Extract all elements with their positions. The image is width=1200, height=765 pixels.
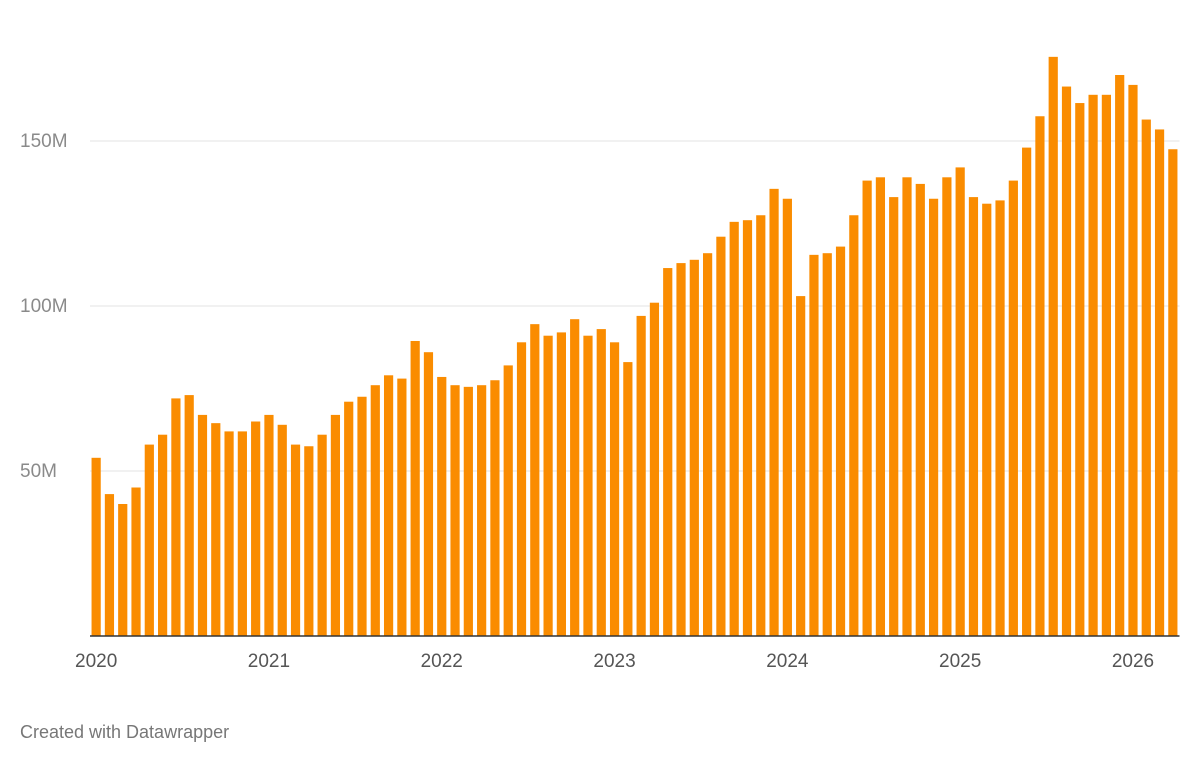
bar [583,335,593,636]
bar [370,385,380,636]
bar [1168,149,1178,636]
bar [756,215,766,636]
bar [982,203,992,636]
bar [410,340,420,636]
y-tick-label: 150M [20,131,68,152]
bar [1141,119,1151,637]
bar [330,414,341,636]
bar [703,253,713,636]
bar [663,268,673,636]
bar [277,424,287,636]
bar [1128,84,1138,636]
bar [796,296,806,636]
x-tick-label: 2024 [766,651,809,672]
bar [211,423,221,636]
bar [437,376,447,636]
bar [290,444,301,636]
bar [636,315,646,636]
bar [889,197,899,636]
bar [822,253,832,636]
bar [875,177,886,637]
bar [237,431,247,636]
bar [463,386,473,636]
x-tick-label: 2023 [593,651,635,672]
bar [928,198,939,636]
bar [689,259,699,636]
x-tick-label: 2026 [1112,651,1154,672]
bar [450,385,460,636]
bar [1154,129,1165,636]
bar [1022,147,1032,636]
bar [556,332,566,636]
x-tick-label: 2025 [939,651,981,672]
bar [782,198,792,636]
bar [477,385,487,636]
bar [184,395,194,636]
bar [104,494,115,636]
bar [596,329,606,636]
bar [742,220,753,636]
x-tick-label: 2020 [75,651,117,672]
bar [131,487,141,636]
y-tick-label: 100M [20,296,68,317]
bar [1115,75,1125,636]
bar [676,263,686,636]
bar [251,421,261,636]
bar [224,431,234,636]
bar [397,378,407,636]
bar [197,414,208,636]
bar [503,365,513,636]
credit: Created with Datawrapper [20,722,229,742]
bar [915,183,925,636]
bar [968,197,979,636]
bar [383,375,394,636]
bar [716,236,726,636]
bar [543,335,553,636]
bar [1061,86,1072,637]
bar [623,362,633,636]
bar [835,246,846,636]
bar [729,221,739,636]
bar [849,215,859,636]
bar [91,457,101,636]
bar [649,302,660,636]
bar [1048,56,1058,637]
bar [1008,180,1018,636]
y-tick-label: 50M [20,461,57,482]
bar [862,180,872,636]
bar [357,396,367,636]
bar [570,319,580,636]
bar [955,167,965,636]
x-tick-label: 2021 [248,651,290,672]
bar [144,444,154,636]
bar [769,188,779,636]
bar [1035,116,1045,636]
bar [264,414,274,636]
bar [809,254,819,636]
bar [490,380,500,636]
bar [942,177,952,637]
bar [1075,103,1085,637]
bar [530,324,540,636]
bar [902,177,912,637]
bar [995,200,1005,636]
bar [344,401,354,636]
x-tick-label: 2022 [421,651,463,672]
bar [1088,94,1098,637]
bar [516,342,527,636]
bar [423,352,434,636]
bar [171,398,181,636]
bar [158,434,168,636]
bar [609,342,620,636]
bar [118,504,128,636]
bar [304,446,314,636]
bar [1101,94,1111,637]
bar [317,434,327,636]
